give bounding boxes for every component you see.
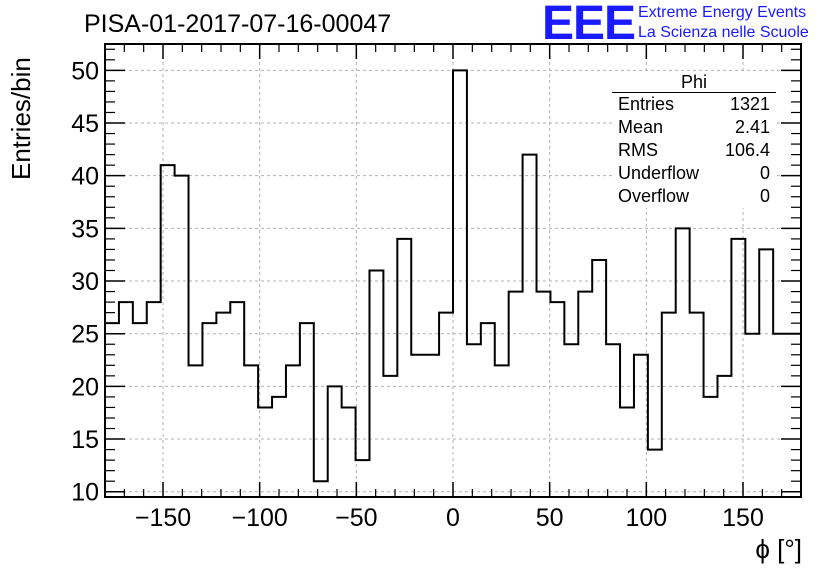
histogram-bin: [509, 292, 523, 497]
histogram-bin: [745, 334, 759, 497]
y-tick-label: 45: [71, 110, 99, 138]
histogram-bin: [467, 344, 481, 497]
histogram-bin: [369, 271, 383, 498]
logo-line-2: La Scienza nelle Scuole: [638, 24, 809, 41]
histogram-bin: [453, 70, 467, 497]
y-tick-label: 15: [71, 426, 99, 454]
stats-label: Entries: [618, 94, 675, 114]
histogram-bin: [314, 481, 328, 497]
histogram-bin: [356, 460, 370, 497]
histogram-bin: [147, 302, 161, 497]
histogram-bin: [759, 249, 773, 497]
histogram-bin: [676, 228, 690, 497]
histogram-bin: [175, 176, 189, 497]
histogram-bin: [202, 323, 216, 497]
histogram-outline: [105, 69, 801, 483]
histogram-bin: [592, 260, 606, 497]
y-tick-label: 30: [71, 268, 99, 296]
x-tick-label: 0: [446, 504, 460, 532]
stats-box: Phi Entries 1321 Mean 2.41 RMS 106.4 Und…: [612, 72, 776, 208]
histogram-bin: [620, 407, 634, 497]
histogram-bin: [286, 365, 300, 497]
histogram-bin: [383, 376, 397, 497]
histogram-bin: [244, 365, 258, 497]
histogram-bin: [690, 313, 704, 497]
stats-value: 0: [759, 163, 770, 183]
histogram-bin: [119, 302, 133, 497]
x-tick-label: 150: [722, 504, 764, 532]
histogram-bin: [439, 313, 453, 497]
histogram-bin: [704, 397, 718, 497]
y-tick-label: 25: [71, 321, 99, 349]
y-tick-label: 35: [71, 215, 99, 243]
y-tick-label: 40: [71, 163, 99, 191]
eee-logo: EEE: [542, 0, 636, 50]
histogram-bin: [773, 334, 787, 497]
stats-row-underflow: Underflow 0: [612, 162, 776, 185]
histogram-bin: [537, 292, 551, 497]
y-tick-labels: 10 15 20 25 30 35 40 45 50: [71, 57, 99, 506]
stats-label: Overflow: [618, 186, 690, 206]
stats-value: 106.4: [724, 140, 770, 160]
axis-ticks: [105, 44, 801, 497]
histogram-bin: [717, 376, 731, 497]
histogram-bin: [523, 155, 537, 497]
y-tick-label: 20: [71, 373, 99, 401]
histogram-bin: [495, 365, 509, 497]
stats-box-title: Phi: [612, 72, 776, 93]
histogram-bin: [342, 407, 356, 497]
logo-line-1: Extreme Energy Events: [638, 4, 807, 21]
stats-label: Underflow: [618, 163, 700, 183]
x-tick-label: 50: [536, 504, 564, 532]
stats-value: 1321: [729, 94, 770, 114]
stats-row-rms: RMS 106.4: [612, 139, 776, 162]
y-tick-label: 10: [71, 479, 99, 507]
stats-row-mean: Mean 2.41: [612, 116, 776, 139]
x-tick-label: −150: [135, 504, 191, 532]
histogram-bin: [425, 355, 439, 497]
histogram-bin: [230, 302, 244, 497]
histogram-bin: [272, 397, 286, 497]
histogram-bin: [634, 355, 648, 497]
stats-value: 2.41: [734, 117, 770, 137]
stats-label: RMS: [618, 140, 658, 160]
stats-row-entries: Entries 1321: [612, 93, 776, 116]
histogram-bin: [606, 344, 620, 497]
histogram-bin: [216, 313, 230, 497]
histogram-bin: [648, 450, 662, 497]
histogram-bin: [397, 239, 411, 497]
y-axis-label: Entries/bin: [6, 57, 36, 180]
histogram-bin: [189, 365, 203, 497]
x-tick-label: 100: [625, 504, 667, 532]
histogram-bin: [662, 313, 676, 497]
histogram-bin: [161, 165, 175, 497]
histogram-bin: [731, 239, 745, 497]
x-axis-label: ϕ [°]: [755, 534, 802, 564]
histogram-bin: [328, 386, 342, 497]
histogram-bin: [787, 334, 801, 497]
y-tick-label: 50: [71, 57, 99, 85]
histogram-bin: [481, 323, 495, 497]
stats-label: Mean: [618, 117, 664, 137]
histogram-bin: [550, 302, 564, 497]
histogram-bin: [300, 323, 314, 497]
x-tick-label: −100: [232, 504, 288, 532]
histogram-bin: [578, 292, 592, 497]
histogram-bin: [411, 355, 425, 497]
stats-value: 0: [759, 186, 770, 206]
stats-row-overflow: Overflow 0: [612, 185, 776, 208]
chart-title: PISA-01-2017-07-16-00047: [84, 10, 392, 38]
x-tick-label: −50: [335, 504, 377, 532]
x-tick-labels: −150 −100 −50 0 50 100 150: [135, 504, 764, 532]
histogram-bin: [133, 323, 147, 497]
histogram-bin: [564, 344, 578, 497]
